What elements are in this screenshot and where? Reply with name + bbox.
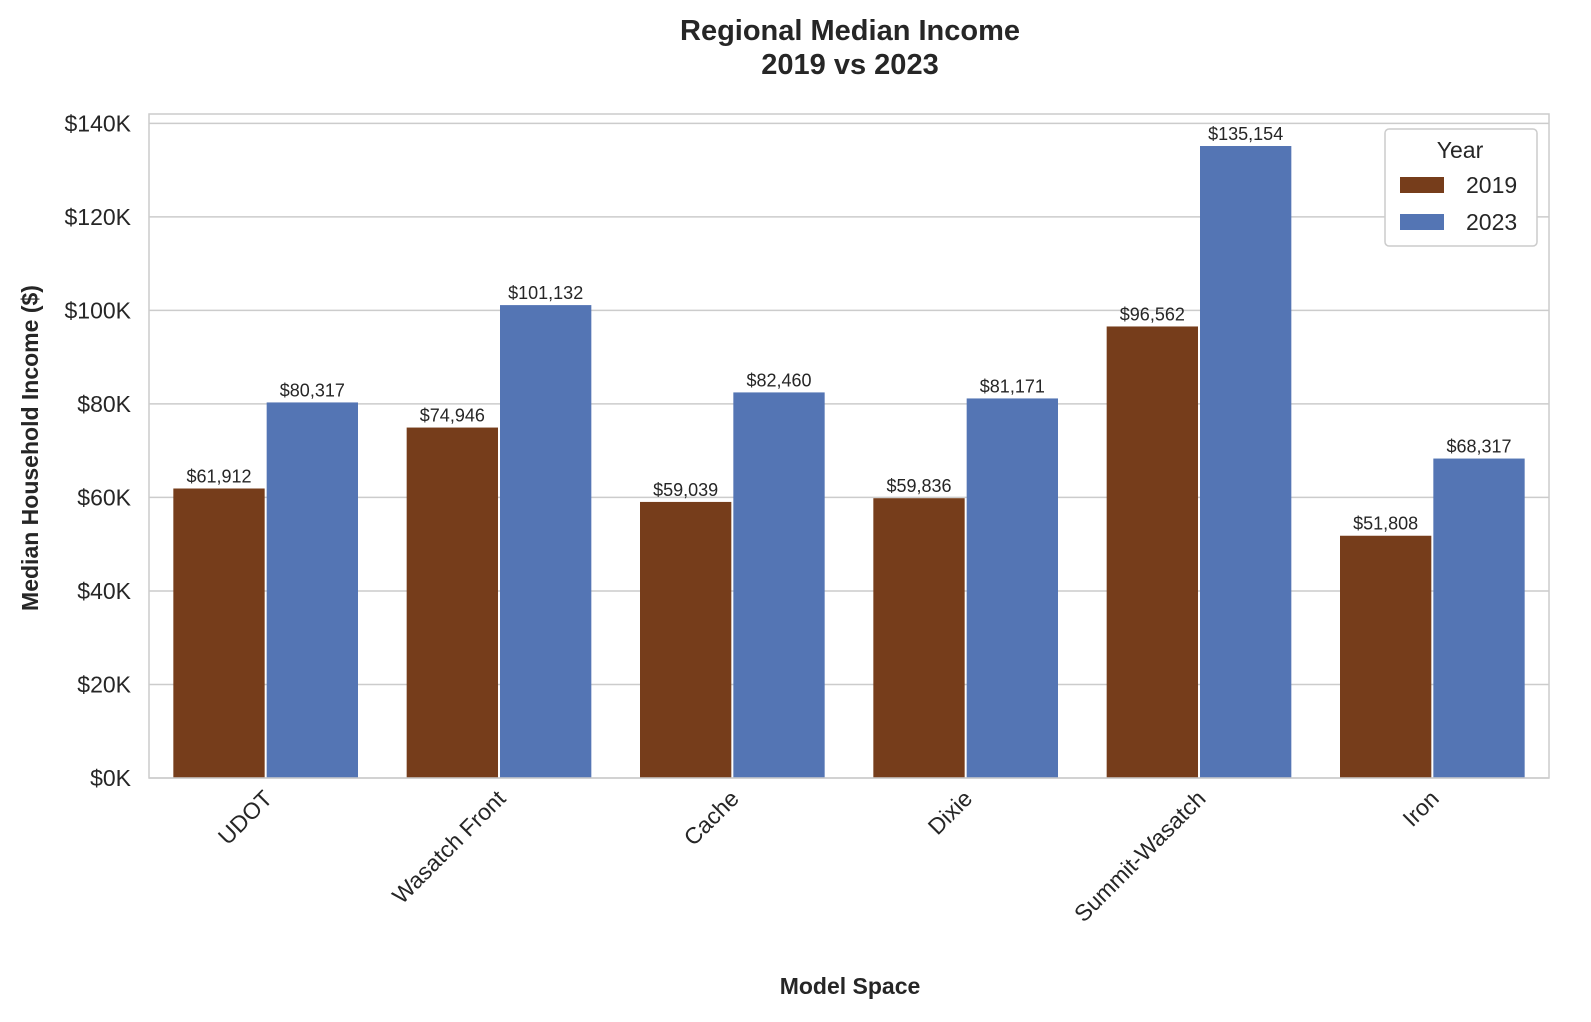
grid-lines (149, 122, 1549, 779)
data-label: $135,154 (1208, 124, 1283, 144)
x-axis-ticks: UDOT Wasatch Front Cache Dixie Summit-Wasatc… (213, 785, 1444, 927)
y-tick-label: $0K (90, 765, 132, 791)
chart-title: Regional Median Income (680, 15, 1020, 47)
x-axis-label: Model Space (780, 973, 921, 999)
data-label: $61,912 (186, 466, 251, 486)
data-label: $68,317 (1446, 437, 1511, 457)
y-tick-label: $60K (77, 484, 131, 510)
bar-2023 (1433, 458, 1525, 778)
bar-2019 (406, 427, 498, 778)
y-tick-label: $120K (64, 204, 131, 230)
data-labels: $61,912 $80,317 $74,946 $101,132 $59,039 $82,… (186, 124, 1511, 534)
y-tick-label: $40K (77, 578, 131, 604)
y-tick-label: $20K (77, 671, 131, 697)
legend-label-2023: 2023 (1466, 209, 1517, 235)
y-tick-label: $140K (64, 110, 131, 136)
plot-frame (148, 113, 1550, 779)
chart-subtitle: 2019 vs 2023 (761, 49, 938, 81)
data-label: $82,460 (746, 370, 811, 390)
bar-2019 (173, 488, 265, 778)
bar-2023 (500, 305, 592, 778)
data-label: $74,946 (420, 406, 485, 426)
data-label: $59,836 (886, 476, 951, 496)
bar-2023 (266, 402, 358, 778)
bar-2023 (966, 398, 1058, 778)
legend-swatch-2019 (1400, 177, 1444, 193)
data-label: $51,808 (1353, 514, 1418, 534)
y-axis-label: Median Household Income ($) (17, 285, 43, 611)
bar-2019 (1340, 535, 1432, 778)
x-tick-label: Dixie (923, 785, 978, 840)
data-label: $80,317 (280, 380, 345, 400)
legend: Year 2019 2023 (1384, 128, 1538, 247)
y-axis-ticks: $0K $20K $40K $60K $80K $100K $120K $140K (64, 110, 131, 791)
x-tick-label: Iron (1397, 785, 1443, 831)
data-label: $59,039 (653, 480, 718, 500)
bar-2019 (640, 501, 732, 778)
legend-swatch-2023 (1400, 214, 1444, 230)
legend-label-2019: 2019 (1466, 172, 1517, 198)
y-tick-label: $100K (64, 297, 131, 323)
data-label: $81,171 (980, 376, 1045, 396)
x-tick-label: Cache (678, 785, 743, 850)
bars (173, 146, 1525, 779)
data-label: $101,132 (508, 283, 583, 303)
y-tick-label: $80K (77, 391, 131, 417)
legend-title: Year (1437, 137, 1484, 163)
bar-2023 (1200, 146, 1292, 779)
bar-2019 (1106, 326, 1198, 778)
bar-2019 (873, 498, 965, 778)
x-tick-label: Summit-Wasatch (1069, 785, 1211, 927)
bar-2023 (733, 392, 825, 778)
x-tick-label: UDOT (213, 785, 277, 849)
x-tick-label: Wasatch Front (387, 785, 511, 909)
data-label: $96,562 (1120, 304, 1185, 324)
